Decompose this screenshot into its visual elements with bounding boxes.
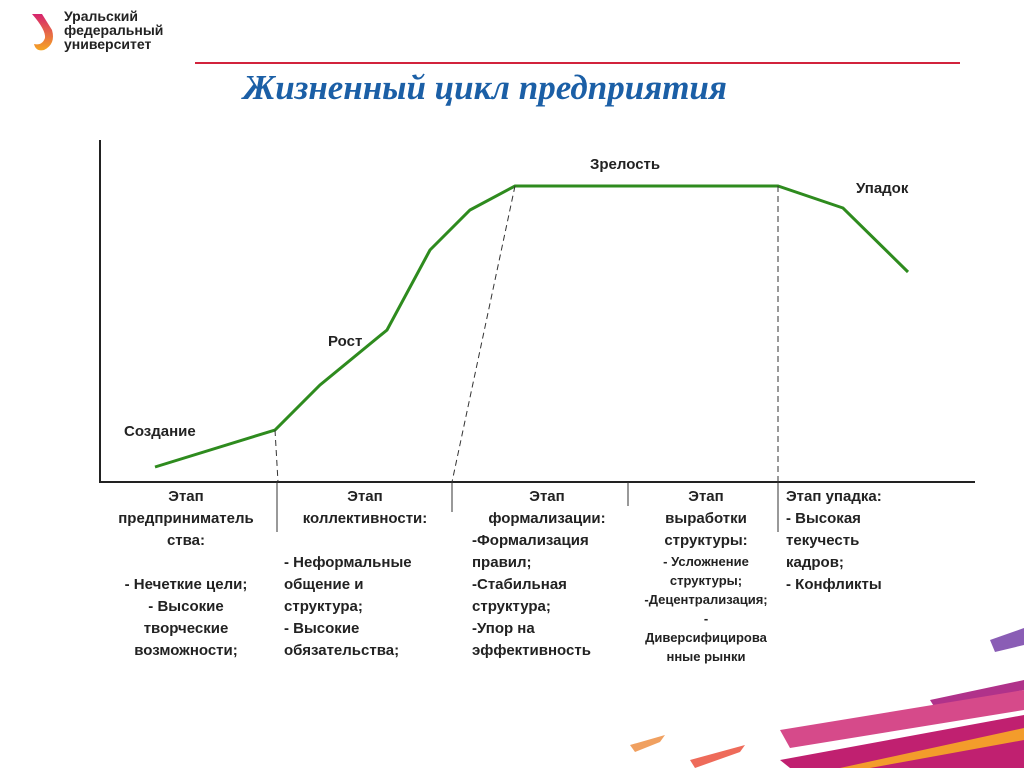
column-item: творческие [143, 620, 229, 637]
column-item: - Высокая [786, 510, 861, 527]
column-heading: Этап [347, 488, 383, 505]
lifecycle-curve [154, 184, 910, 469]
column-item: нные рынки [666, 649, 746, 664]
column-item: кадров; [786, 554, 844, 571]
column-heading: коллективности: [302, 510, 428, 527]
column-heading: предприниматель [118, 510, 254, 527]
column-heading: Этап упадка: [786, 488, 882, 505]
column-item: -Децентрализация; [644, 592, 768, 607]
column-item: эффективность [472, 642, 591, 659]
column-heading: Этап [688, 488, 724, 505]
column-item: -Упор на [472, 620, 535, 637]
stage-label-growth: Рост [328, 333, 363, 350]
column-item: общение и [284, 576, 364, 593]
logo-line: Уральский [64, 8, 139, 24]
logo-line: университет [64, 36, 152, 52]
stage-label-decline: Упадок [856, 180, 909, 197]
column-heading: ства: [166, 532, 206, 549]
column-heading: выработки [665, 510, 747, 527]
column-heading: формализации: [488, 510, 606, 527]
column-item: - Высокие [148, 598, 224, 615]
column-item: возможности; [134, 642, 238, 659]
column-item: правил; [472, 554, 532, 571]
header-divider [195, 62, 960, 64]
university-logo-icon [32, 14, 53, 51]
column-item: -Стабильная [472, 576, 567, 593]
column-item: - Нечеткие цели; [124, 576, 248, 593]
stage-column-entrepreneurship: Этап предприниматель ства: - Нечеткие це… [96, 486, 276, 662]
column-item: - Конфликты [786, 576, 882, 593]
column-item: - [703, 611, 709, 626]
column-item: структура; [284, 598, 363, 615]
column-item: структуры; [669, 573, 743, 588]
column-item: - Неформальные [284, 554, 412, 571]
column-item: - Усложнение [663, 554, 749, 569]
decorative-stripes [630, 628, 1024, 768]
stage-column-collectivity: Этап коллективности: - Неформальные обще… [280, 486, 450, 662]
logo-text: Уральский федеральный университет [64, 9, 163, 51]
stage-label-creation: Создание [124, 423, 196, 440]
page-title: Жизненный цикл предприятия [243, 68, 727, 107]
column-heading: Этап [168, 488, 204, 505]
column-heading: Этап [529, 488, 565, 505]
stage-divider [451, 185, 516, 483]
column-item: -Формализация [472, 532, 589, 549]
logo-line: федеральный [64, 22, 164, 38]
stage-column-structure: Этап выработки структуры: - Усложнение с… [626, 486, 786, 666]
column-item: - Высокие [284, 620, 360, 637]
stage-divider [274, 429, 279, 483]
stage-column-decline: Этап упадка: - Высокая текучесть кадров;… [786, 486, 946, 596]
stage-column-formalization: Этап формализации: -Формализация правил;… [462, 486, 632, 662]
column-item: Диверсифицирова [645, 630, 767, 645]
column-item: текучесть [786, 532, 860, 549]
stage-label-maturity: Зрелость [590, 156, 661, 173]
column-item: структура; [472, 598, 551, 615]
column-heading: структуры: [664, 532, 748, 549]
column-item: обязательства; [284, 642, 400, 659]
